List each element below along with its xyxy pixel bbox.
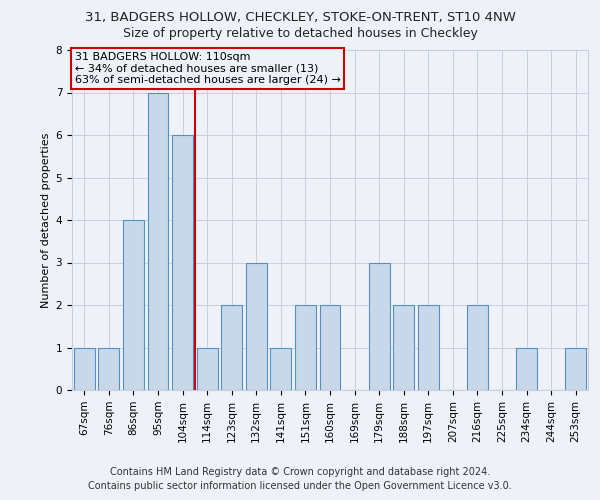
Bar: [74, 348, 95, 390]
Bar: [246, 262, 267, 390]
Bar: [565, 348, 586, 390]
Bar: [98, 348, 119, 390]
Bar: [467, 305, 488, 390]
Text: Size of property relative to detached houses in Checkley: Size of property relative to detached ho…: [122, 28, 478, 40]
Text: 31 BADGERS HOLLOW: 110sqm
← 34% of detached houses are smaller (13)
63% of semi-: 31 BADGERS HOLLOW: 110sqm ← 34% of detac…: [74, 52, 340, 85]
Bar: [271, 348, 292, 390]
Bar: [393, 305, 414, 390]
Bar: [418, 305, 439, 390]
Text: 31, BADGERS HOLLOW, CHECKLEY, STOKE-ON-TRENT, ST10 4NW: 31, BADGERS HOLLOW, CHECKLEY, STOKE-ON-T…: [85, 11, 515, 24]
Bar: [172, 135, 193, 390]
Bar: [368, 262, 389, 390]
Bar: [295, 305, 316, 390]
Bar: [123, 220, 144, 390]
Text: Contains HM Land Registry data © Crown copyright and database right 2024.
Contai: Contains HM Land Registry data © Crown c…: [88, 467, 512, 491]
Bar: [148, 92, 169, 390]
Bar: [320, 305, 340, 390]
Y-axis label: Number of detached properties: Number of detached properties: [41, 132, 52, 308]
Bar: [516, 348, 537, 390]
Bar: [197, 348, 218, 390]
Bar: [221, 305, 242, 390]
